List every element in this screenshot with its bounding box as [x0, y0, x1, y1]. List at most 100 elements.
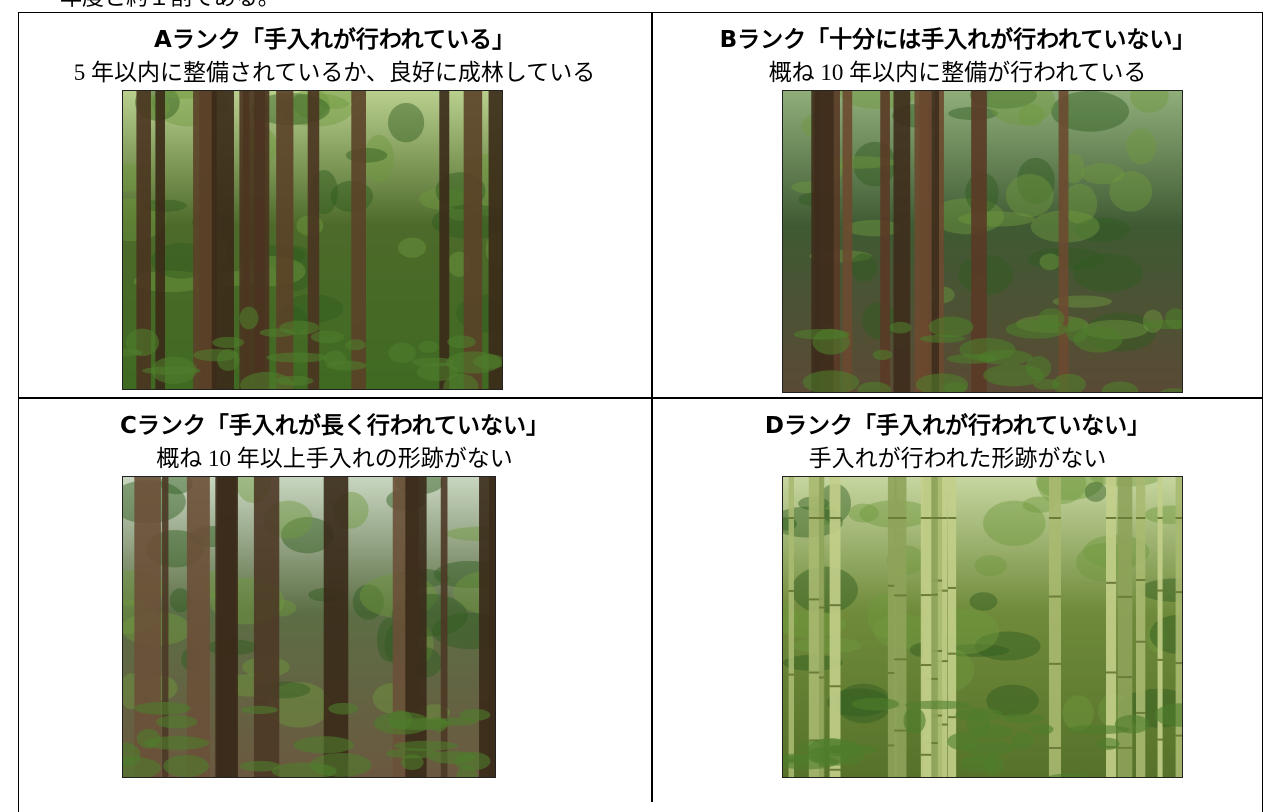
photo-detail [808, 598, 824, 601]
photo-detail [983, 500, 1046, 546]
column-divider [651, 12, 653, 802]
photo-detail [829, 685, 841, 688]
photo-detail [240, 705, 278, 714]
photo-detail [1033, 378, 1061, 390]
photo-detail [947, 586, 957, 589]
photo-detail [920, 517, 932, 519]
photo-detail [1106, 671, 1117, 674]
cell-description: 概ね 10 年以内に整備が行われている [768, 60, 1147, 85]
photo-detail [123, 348, 143, 357]
photo-detail [894, 594, 907, 597]
photo-detail [903, 707, 926, 734]
photo-detail [239, 760, 281, 772]
photo-detail [925, 593, 938, 596]
photo-detail [1022, 496, 1056, 513]
photo-detail [818, 676, 825, 679]
photo-detail [1106, 517, 1117, 519]
forest-photo [122, 476, 496, 778]
photo-detail [1016, 157, 1055, 204]
photo-detail [1018, 103, 1045, 127]
photo-detail [925, 677, 938, 680]
photo-detail [880, 91, 890, 392]
photo-detail [1065, 318, 1089, 343]
photo-detail [454, 751, 491, 771]
photo-detail [1048, 662, 1061, 665]
photo-detail [943, 382, 968, 392]
photo-detail [960, 755, 998, 773]
photo-detail [463, 91, 483, 389]
photo-detail [473, 354, 502, 370]
photo-detail [974, 555, 1008, 577]
photo-detail [927, 91, 939, 392]
photo-detail [1144, 505, 1182, 525]
photo-detail [1051, 91, 1130, 132]
photo-detail [307, 91, 320, 389]
photo-detail [818, 517, 825, 519]
photo-detail [788, 477, 795, 777]
photo-detail [398, 237, 427, 258]
photo-detail [792, 637, 862, 654]
photo-detail [947, 517, 957, 519]
photo-detail [791, 566, 858, 614]
photo-detail [155, 715, 198, 729]
photo-detail [266, 682, 331, 728]
photo-detail [1175, 591, 1182, 594]
photo-detail [133, 270, 208, 293]
forest-photo [122, 90, 503, 390]
photo-detail [862, 301, 897, 340]
rank-table [18, 12, 1263, 812]
cell-title: Bランク「十分には手入れが行われていない」 [719, 27, 1196, 53]
photo-detail [163, 754, 210, 777]
photo-detail [1175, 662, 1182, 665]
photo-detail [1157, 738, 1163, 741]
photo-detail [1154, 703, 1182, 727]
photo-detail [1117, 477, 1133, 777]
photo-detail [986, 684, 1039, 717]
photo-detail [872, 349, 893, 361]
photo-detail [788, 517, 795, 519]
photo-detail [848, 503, 879, 523]
photo-detail [212, 336, 245, 349]
photo-detail [281, 516, 334, 554]
photo-detail [1012, 732, 1034, 750]
photo-detail [894, 477, 907, 777]
photo-detail [328, 702, 359, 715]
photo-detail [447, 335, 476, 349]
photo-detail [947, 716, 957, 719]
photo-detail [1062, 695, 1094, 731]
photo-detail [920, 477, 932, 777]
photo-detail [1126, 128, 1157, 165]
photo-detail [783, 754, 839, 770]
cell-title: Cランク「手入れが長く行われていない」 [119, 413, 550, 439]
photo-detail [1067, 724, 1130, 735]
photo-detail [1109, 171, 1153, 212]
photo-detail [894, 517, 907, 519]
photo-detail [1157, 658, 1163, 661]
photo-detail [1084, 481, 1107, 502]
photo-detail [934, 91, 944, 392]
photo-detail [440, 477, 448, 777]
photo-detail [1135, 640, 1146, 643]
photo-detail [418, 340, 439, 354]
photo-detail [1157, 477, 1163, 777]
photo-detail [239, 306, 259, 330]
photo-detail [1157, 517, 1163, 519]
photo-detail [1058, 91, 1069, 392]
photo-detail [1096, 737, 1120, 750]
photo-detail [959, 337, 1016, 362]
photo-detail [488, 91, 502, 389]
photo-detail [1074, 217, 1130, 243]
photo-detail [416, 362, 459, 382]
cell-title: Aランク「手入れが行われている」 [154, 27, 515, 53]
photo-detail [788, 589, 795, 592]
photo-detail [818, 477, 825, 777]
photo-detail [193, 91, 214, 389]
forest-photo [782, 90, 1183, 393]
photo-detail [1106, 477, 1117, 777]
cell-description: 手入れが行われた形跡がない [808, 446, 1107, 471]
photo-detail [1052, 373, 1086, 392]
photo-detail [947, 732, 979, 751]
photo-detail [405, 477, 427, 777]
photo-detail [920, 664, 932, 667]
photo-detail [385, 748, 439, 759]
